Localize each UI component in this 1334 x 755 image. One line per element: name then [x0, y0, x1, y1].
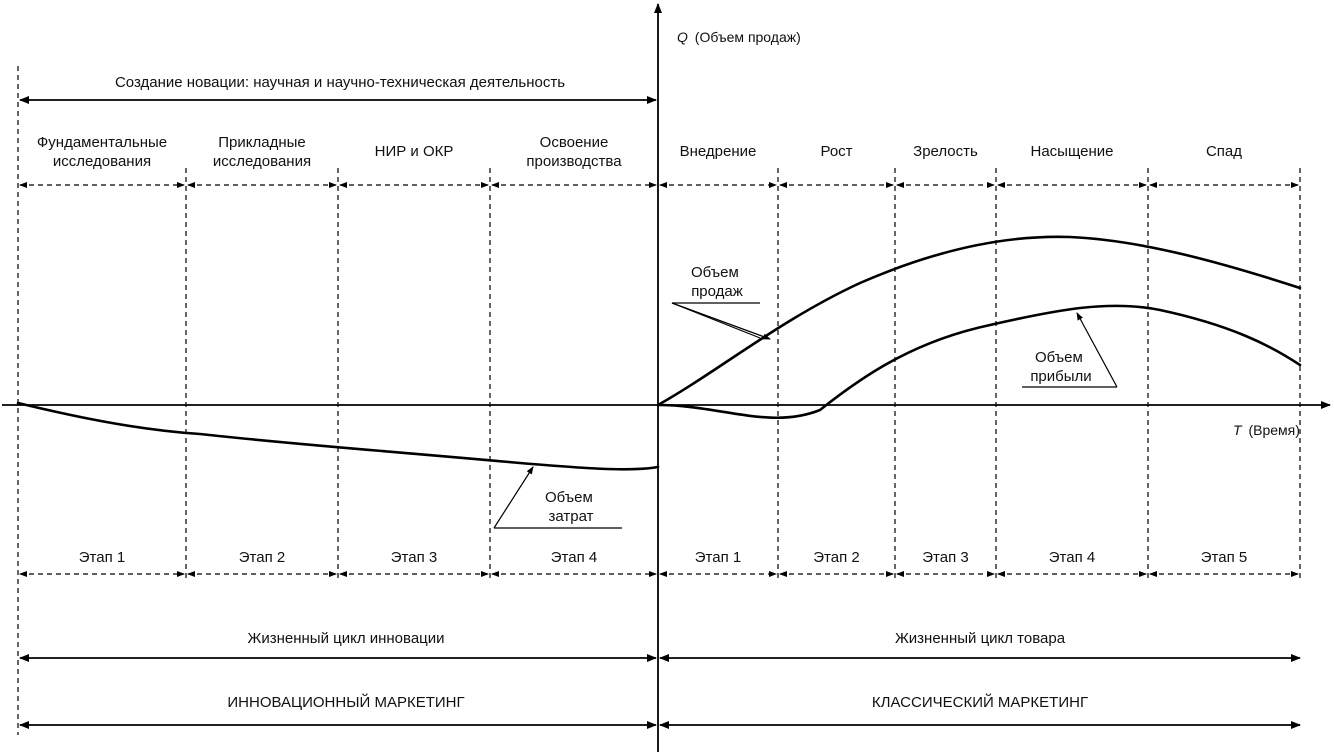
profit-volume-curve — [656, 304, 1302, 420]
phase-label-8: Насыщение — [1031, 143, 1114, 160]
x-axis-symbol: T — [1233, 422, 1243, 438]
phase-label-9: Спад — [1206, 143, 1242, 160]
sales-label-arrow — [671, 302, 771, 340]
costs-label: Объем затрат — [545, 489, 597, 525]
innovation-marketing-label: ИННОВАЦИОННЫЙ МАРКЕТИНГ — [227, 693, 464, 711]
phase-label-5: Внедрение — [680, 143, 757, 160]
classic-marketing-label: КЛАССИЧЕСКИЙ МАРКЕТИНГ — [872, 693, 1088, 711]
costs-label-arrow — [493, 466, 534, 529]
stage-label-8: Этап 4 — [1049, 549, 1095, 566]
stage-label-9: Этап 5 — [1201, 549, 1247, 566]
stage-label-2: Этап 2 — [239, 549, 285, 566]
y-axis-symbol: Q — [677, 29, 688, 45]
sales-volume-curve — [656, 235, 1302, 407]
stage-label-1: Этап 1 — [79, 549, 125, 566]
sales-label: Объем продаж — [691, 264, 743, 300]
innovation-cycle-label: Жизненный цикл инновации — [247, 630, 444, 647]
stage-label-3: Этап 3 — [391, 549, 437, 566]
stage-labels: Этап 1 Этап 2 Этап 3 Этап 4 Этап 1 Этап 2 Этап… — [79, 549, 1247, 566]
phase-label-7: Зрелость — [913, 143, 978, 160]
phase-label-3: НИР и ОКР — [375, 143, 454, 160]
y-axis-text: (Объем продаж) — [695, 29, 801, 45]
x-axis-text: (Время) — [1248, 422, 1299, 438]
stage-label-7: Этап 3 — [922, 549, 968, 566]
stage-label-6: Этап 2 — [813, 549, 859, 566]
phase-label-2: Прикладные исследования — [213, 134, 311, 170]
product-cycle-label: Жизненный цикл товара — [895, 630, 1066, 647]
phase-labels: Фундаментальные исследования Прикладные исс… — [37, 134, 1242, 170]
profit-label: Объем прибыли — [1030, 349, 1091, 385]
top-span-label: Создание новации: научная и научно-техни… — [115, 74, 565, 91]
stage-label-4: Этап 4 — [551, 549, 597, 566]
profit-label-arrow — [1076, 312, 1118, 388]
phase-separators — [185, 168, 1301, 580]
x-axis-label: T (Время) — [1233, 422, 1300, 438]
phase-label-6: Рост — [820, 143, 852, 160]
y-axis-label: Q (Объем продаж) — [677, 29, 801, 45]
costs-volume-curve — [16, 401, 660, 471]
stage-label-5: Этап 1 — [695, 549, 741, 566]
phase-label-4: Освоение производства — [526, 134, 622, 170]
phase-label-1: Фундаментальные исследования — [37, 134, 167, 170]
